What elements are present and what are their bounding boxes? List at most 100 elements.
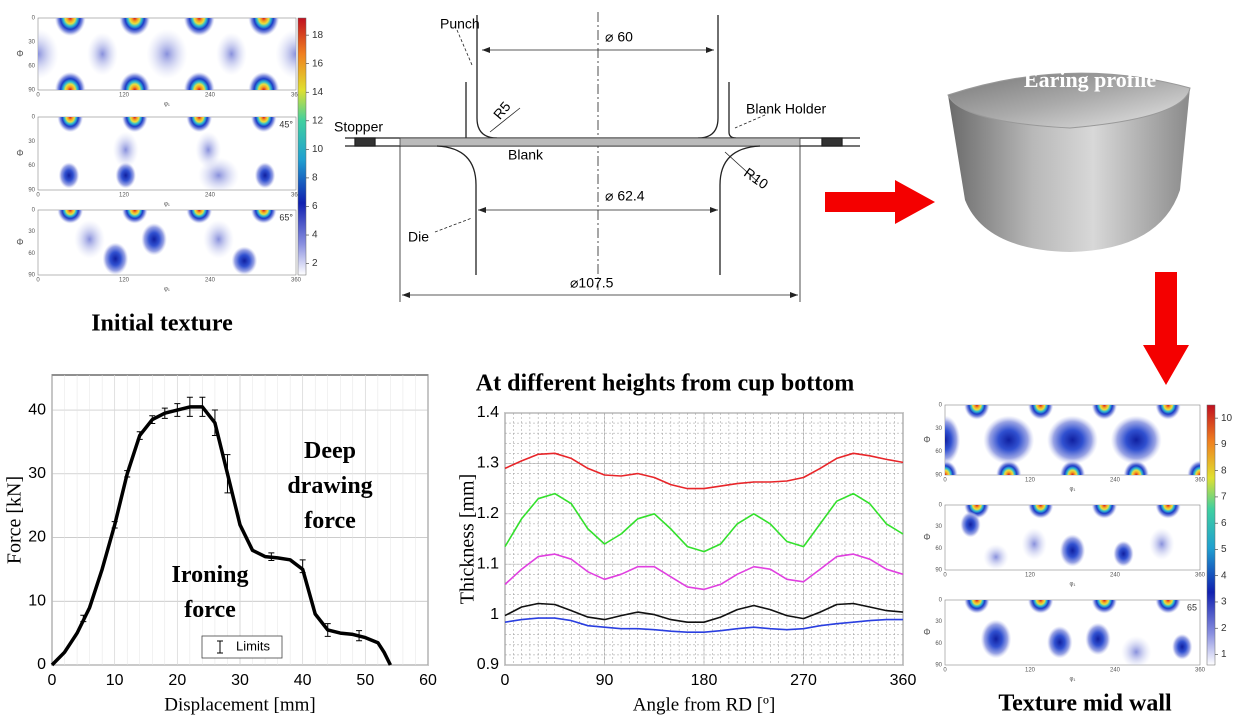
texture-blob	[38, 28, 59, 80]
x-tick-label: 120	[1025, 668, 1036, 674]
texture-blob	[54, 18, 86, 37]
x-tick-label: 0	[36, 93, 40, 99]
colorbar-tick-label: 5	[1221, 544, 1227, 555]
x-tick-label: 120	[119, 93, 130, 99]
texture-blob	[119, 71, 151, 90]
legend-label: Limits	[236, 638, 270, 653]
texture-blob	[203, 219, 235, 259]
x-tick-label: 0	[501, 672, 510, 689]
error-bar	[111, 521, 118, 529]
texture-blob	[121, 117, 148, 133]
texture-blob	[216, 32, 247, 76]
x-axis-label: φ₁	[164, 202, 170, 208]
x-tick-label: 360	[291, 93, 302, 99]
texture-blobs	[945, 405, 1200, 475]
texture-blob	[231, 246, 258, 275]
texture-blob	[146, 28, 188, 80]
error-bar	[186, 396, 193, 417]
error-bar	[80, 614, 87, 623]
x-tick-label: 0	[943, 668, 947, 674]
error-bar	[149, 415, 156, 424]
texture-blob	[121, 210, 148, 224]
y-tick-label: 60	[935, 546, 942, 552]
panel-bg	[37, 116, 297, 191]
y-tick-label: 90	[28, 88, 35, 94]
error-bar	[124, 470, 131, 478]
stopper-label: Stopper	[334, 119, 383, 135]
x-tick-label: 360	[291, 278, 302, 284]
y-tick-label: 90	[28, 188, 35, 194]
y-tick-label: 30	[28, 139, 35, 145]
texture-panel	[944, 504, 1201, 571]
colorbar-tick-label: 10	[312, 144, 324, 155]
texture-blobs	[38, 18, 296, 90]
colorbar-tick-label: 4	[1221, 570, 1227, 581]
colorbar-tick-label: 12	[312, 115, 324, 126]
colorbar-tick-label: 2	[312, 258, 318, 269]
texture-blob	[1123, 460, 1149, 475]
texture-panel	[37, 116, 297, 191]
texture-blob	[945, 460, 958, 475]
x-tick-label: 120	[119, 193, 130, 199]
y-tick-label: 0	[37, 656, 46, 673]
x-axis-label: φ₁	[1070, 677, 1076, 683]
colorbar-tick-label: 14	[312, 87, 324, 98]
panel-angle-label: 45°	[279, 119, 293, 129]
thickness-line	[504, 452, 904, 490]
colorbar-tick-label: 3	[1221, 597, 1227, 608]
x-tick-label: 0	[36, 278, 40, 284]
x-tick-label: 240	[205, 193, 216, 199]
cup-photo: Earing profile	[947, 67, 1191, 253]
y-tick-label: 60	[28, 163, 35, 169]
texture-panel	[944, 404, 1201, 476]
x-tick-label: 60	[419, 672, 437, 689]
y-tick-label: 10	[28, 592, 46, 609]
panel-angle-label: 65	[1187, 602, 1197, 612]
x-axis-label: Displacement [mm]	[164, 694, 315, 715]
mid-wall-caption: Texture mid wall	[998, 691, 1172, 717]
texture-panel	[944, 599, 1201, 666]
texture-blob	[983, 544, 1009, 570]
texture-blob	[996, 460, 1022, 475]
y-tick-label: 90	[28, 273, 35, 279]
colorbar-tick-label: 7	[1221, 492, 1227, 503]
x-tick-label: 180	[691, 672, 718, 689]
colorbar-tick-label: 8	[312, 173, 318, 184]
y-tick-label: 0	[939, 403, 943, 409]
y-tick-label: 30	[28, 465, 46, 482]
x-tick-label: 0	[36, 193, 40, 199]
y-tick-label: 1.4	[477, 404, 499, 421]
x-tick-label: 240	[205, 278, 216, 284]
error-bar	[224, 454, 231, 494]
y-tick-label: 1.3	[477, 455, 499, 472]
y-tick-label: 30	[935, 524, 942, 530]
x-tick-label: 120	[119, 278, 130, 284]
y-axis-label: Φ	[923, 434, 930, 444]
texture-blob	[945, 415, 961, 465]
y-tick-label: 40	[28, 401, 46, 418]
panel-angle-label: 65°	[279, 212, 293, 222]
x-tick-label: 50	[356, 672, 374, 689]
x-tick-label: 240	[205, 93, 216, 99]
y-tick-label: 30	[28, 40, 35, 46]
texture-blobs	[57, 117, 277, 190]
texture-blob	[1085, 622, 1111, 656]
texture-blob	[54, 71, 86, 90]
x-tick-label: 120	[1025, 573, 1036, 579]
y-tick-label: 0.9	[477, 656, 499, 673]
colorbar-tick-label: 4	[312, 230, 318, 241]
texture-blob	[57, 210, 84, 224]
colorbar-tick-label: 16	[312, 58, 324, 69]
y-axis-label: Φ	[923, 532, 930, 542]
texture-blob	[254, 162, 276, 189]
texture-blob	[1059, 460, 1086, 475]
error-bar	[356, 630, 363, 642]
texture-blob	[1113, 540, 1134, 567]
texture-blob	[87, 32, 118, 76]
y-axis-label: Φ	[16, 237, 23, 247]
error-bar	[136, 431, 143, 440]
y-tick-label: 0	[32, 115, 36, 121]
texture-blob	[1027, 600, 1054, 614]
thickness-line	[504, 617, 903, 633]
y-tick-label: 60	[935, 641, 942, 647]
